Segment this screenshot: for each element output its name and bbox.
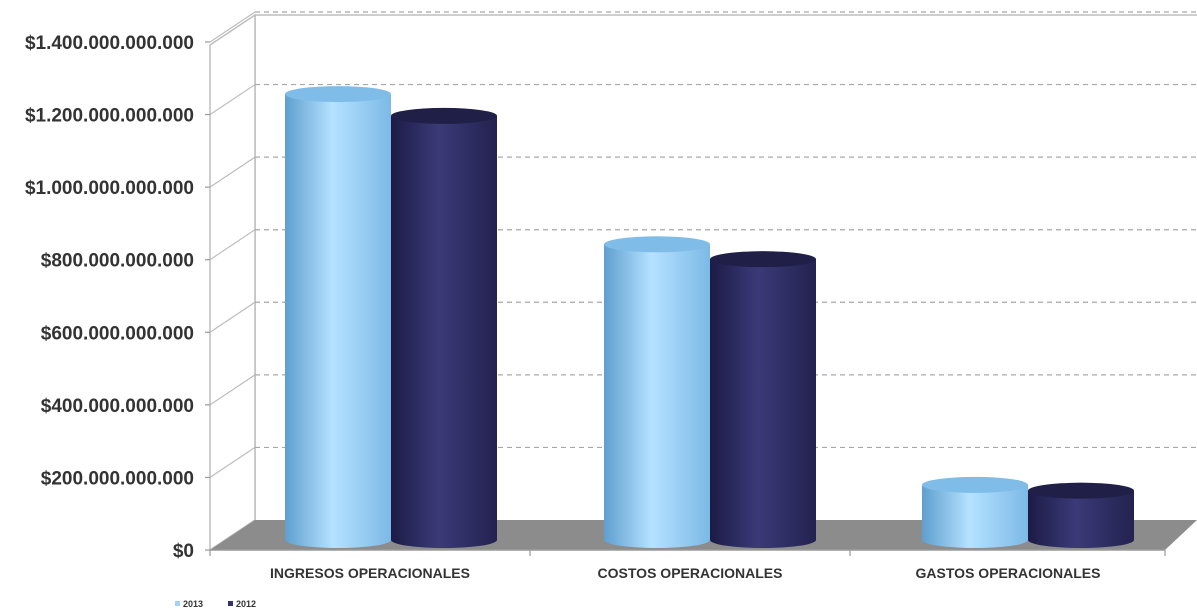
side-wall: [209, 13, 256, 552]
bar-top-2013: [604, 236, 710, 253]
side-gridline: [209, 11, 256, 43]
side-gridline: [209, 229, 256, 261]
bar-top-2013: [285, 86, 391, 103]
bar-body-2013: [285, 94, 391, 548]
y-tick-label: $0: [173, 541, 194, 562]
bar: [710, 251, 816, 548]
bar-top-2012: [391, 107, 497, 124]
bar: [1028, 482, 1134, 548]
x-axis-labels: INGRESOS OPERACIONALES COSTOS OPERACIONAL…: [270, 565, 1100, 581]
y-tick-label: $200.000.000.000: [41, 468, 194, 489]
bar-top-2012: [710, 251, 816, 268]
bar-body-2012: [1028, 490, 1134, 548]
category-label: COSTOS OPERACIONALES: [598, 565, 783, 581]
bar-body-2013: [604, 244, 710, 548]
side-gridline: [209, 374, 256, 406]
bars: [285, 86, 1134, 549]
bar: [604, 236, 710, 548]
bar-body-2012: [391, 115, 497, 549]
bar-top-2013: [922, 476, 1028, 493]
legend-label-2012: 2012: [236, 599, 256, 609]
legend-label-2013: 2013: [183, 599, 203, 609]
y-axis-ticks: $0 $200.000.000.000 $400.000.000.000 $600.0…: [25, 33, 210, 562]
category-label: INGRESOS OPERACIONALES: [270, 565, 470, 581]
bar: [285, 86, 391, 548]
side-gridline: [209, 156, 256, 188]
legend-swatch-2013: [175, 601, 180, 606]
bar: [922, 476, 1028, 548]
bar-body-2012: [710, 259, 816, 548]
y-tick-label: $600.000.000.000: [41, 323, 194, 344]
y-tick-label: $1.200.000.000.000: [25, 106, 194, 127]
bar: [391, 107, 497, 549]
y-tick-label: $1.000.000.000.000: [25, 178, 194, 199]
bar-top-2012: [1028, 482, 1134, 499]
y-tick-label: $400.000.000.000: [41, 396, 194, 417]
bar-body-2013: [922, 484, 1028, 548]
side-gridline: [209, 84, 256, 116]
category-label: GASTOS OPERACIONALES: [916, 565, 1101, 581]
legend-swatch-2012: [228, 601, 233, 606]
y-tick-label: $800.000.000.000: [41, 251, 194, 272]
y-tick-label: $1.400.000.000.000: [25, 33, 194, 54]
side-gridline: [209, 446, 256, 478]
side-gridline: [209, 301, 256, 333]
legend: 2013 2012: [175, 599, 256, 609]
